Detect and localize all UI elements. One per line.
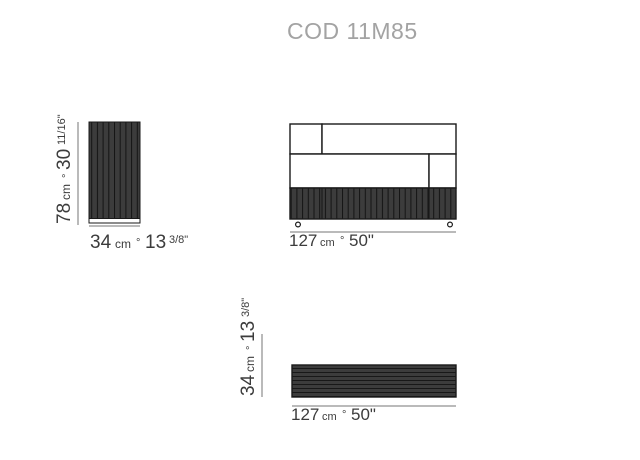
svg-text:cm: cm <box>59 184 73 200</box>
svg-text:34: 34 <box>238 374 259 396</box>
svg-text:127: 127 <box>291 405 319 424</box>
svg-text:cm: cm <box>243 356 257 372</box>
svg-text:°: ° <box>342 409 346 421</box>
svg-text:cm: cm <box>115 237 131 251</box>
svg-text:34: 34 <box>90 232 112 253</box>
svg-text:13: 13 <box>145 232 166 253</box>
svg-text:11/16": 11/16" <box>56 114 68 145</box>
svg-text:°: ° <box>136 237 140 249</box>
svg-text:50": 50" <box>349 231 374 250</box>
svg-text:3/8": 3/8" <box>240 298 252 317</box>
svg-text:cm: cm <box>320 237 335 249</box>
svg-text:3/8": 3/8" <box>169 234 188 246</box>
svg-text:°: ° <box>245 346 257 350</box>
svg-text:50": 50" <box>351 405 376 424</box>
svg-text:78: 78 <box>54 203 75 224</box>
svg-text:30: 30 <box>54 149 75 170</box>
svg-text:cm: cm <box>322 411 337 423</box>
svg-text:°: ° <box>340 235 344 247</box>
svg-text:°: ° <box>61 174 73 178</box>
svg-text:13: 13 <box>238 321 259 342</box>
svg-text:127: 127 <box>289 231 317 250</box>
